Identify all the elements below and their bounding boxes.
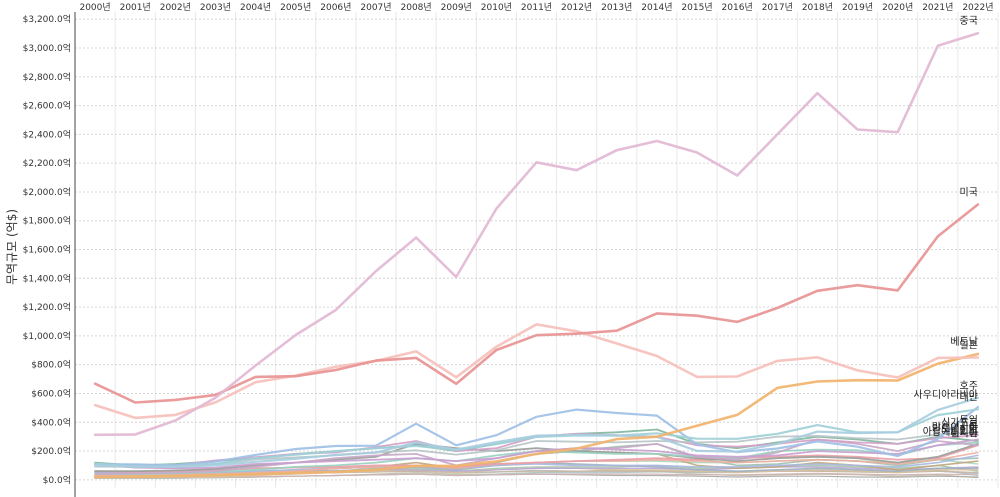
y-tick-label: $3,000.0억 [23, 42, 71, 54]
line-end-labels: 중국미국일본베트남호주대만사우디아라비아독일싱가포르말레이시아인도네시아러시아인… [914, 15, 978, 439]
y-tick-label: $1,600.0억 [23, 244, 71, 256]
y-tick-label: $1,800.0억 [23, 215, 71, 227]
y-tick-label: $1,200.0억 [23, 301, 71, 313]
y-tick-label: $1,400.0억 [23, 272, 71, 284]
x-tick-label: 2001년 [120, 2, 151, 13]
series-line [94, 438, 979, 470]
series-line [93, 396, 980, 468]
x-tick-label: 2007년 [360, 2, 391, 13]
x-tick-label: 2021년 [922, 2, 953, 13]
x-tick-label: 2004년 [240, 2, 271, 13]
x-tick-label: 2003년 [200, 2, 231, 13]
x-tick-label: 2010년 [481, 2, 512, 13]
series-end-label: 대만 [960, 391, 978, 403]
y-tick-label: $400.0억 [31, 416, 71, 428]
series-line [93, 408, 980, 468]
series-line [94, 442, 979, 473]
series-end-label: 인도 [960, 424, 978, 436]
y-tick-label: $0.0억 [43, 474, 71, 486]
series-end-label: 일본 [960, 339, 978, 351]
series-end-label: 말레이시아 [932, 422, 978, 434]
y-tick-label: $600.0억 [31, 387, 71, 399]
series-end-label: 필리핀 [950, 427, 978, 439]
series-end-label: 독일 [960, 414, 978, 426]
series-end-label: 싱가포르 [941, 417, 978, 429]
x-tick-label: 2012년 [561, 2, 592, 13]
x-tick-label: 2000년 [79, 2, 110, 13]
x-tick-label: 2020년 [882, 2, 913, 13]
series-end-label: 미국 [960, 186, 978, 198]
x-tick-label: 2022년 [962, 2, 993, 13]
x-tick-label: 2011년 [521, 2, 552, 13]
y-tick-label: $3,200.0억 [23, 13, 71, 25]
series-lines [93, 31, 980, 479]
y-tick-label: $2,400.0억 [23, 128, 71, 140]
series-end-label: 베트남 [950, 336, 978, 348]
y-tick-label: $800.0억 [31, 359, 71, 371]
x-tick-label: 2008년 [401, 2, 432, 13]
x-tick-label: 2002년 [160, 2, 191, 13]
x-tick-label: 2005년 [280, 2, 311, 13]
x-tick-label: 2016년 [722, 2, 753, 13]
series-end-label: 사우디아라비아 [914, 389, 978, 401]
y-tick-label: $2,200.0억 [23, 157, 71, 169]
y-tick-label: $2,800.0억 [23, 71, 71, 83]
series-line [94, 454, 979, 475]
series-line [94, 472, 979, 479]
x-tick-label: 2018년 [802, 2, 833, 13]
x-tick-label: 2014년 [641, 2, 672, 13]
series-line [93, 352, 980, 479]
series-line [93, 323, 980, 420]
y-tick-label: $2,000.0억 [23, 186, 71, 198]
x-tick-label: 2009년 [441, 2, 472, 13]
series-line [93, 203, 980, 404]
y-axis-tick-labels: $0.0억 $200.0억 $400.0억 $600.0억 $800.0억 $1,000.… [23, 13, 71, 486]
y-axis-label: 무역규모 (억$) [5, 209, 19, 285]
series-end-label: 인도네시아 [932, 423, 978, 435]
series-end-label: 아랍에미리트 [923, 425, 978, 438]
series-end-label: 중국 [960, 15, 978, 27]
series-line [93, 31, 980, 437]
x-tick-label: 2006년 [320, 2, 351, 13]
y-tick-label: $200.0억 [31, 445, 71, 457]
series-end-label: 러시아 [950, 427, 978, 439]
x-tick-label: 2013년 [601, 2, 632, 13]
series-end-label: 호주 [960, 380, 978, 392]
x-tick-label: 2015년 [681, 2, 712, 13]
y-tick-label: $2,600.0억 [23, 100, 71, 112]
series-line [93, 406, 980, 467]
x-tick-label: 2017년 [762, 2, 793, 13]
x-tick-label: 2019년 [842, 2, 873, 13]
y-tick-label: $1,000.0억 [23, 330, 71, 342]
x-axis-tick-labels: 2000년 2001년 2002년 2003년 2004년 2005년 2006년 2007년… [79, 2, 993, 13]
